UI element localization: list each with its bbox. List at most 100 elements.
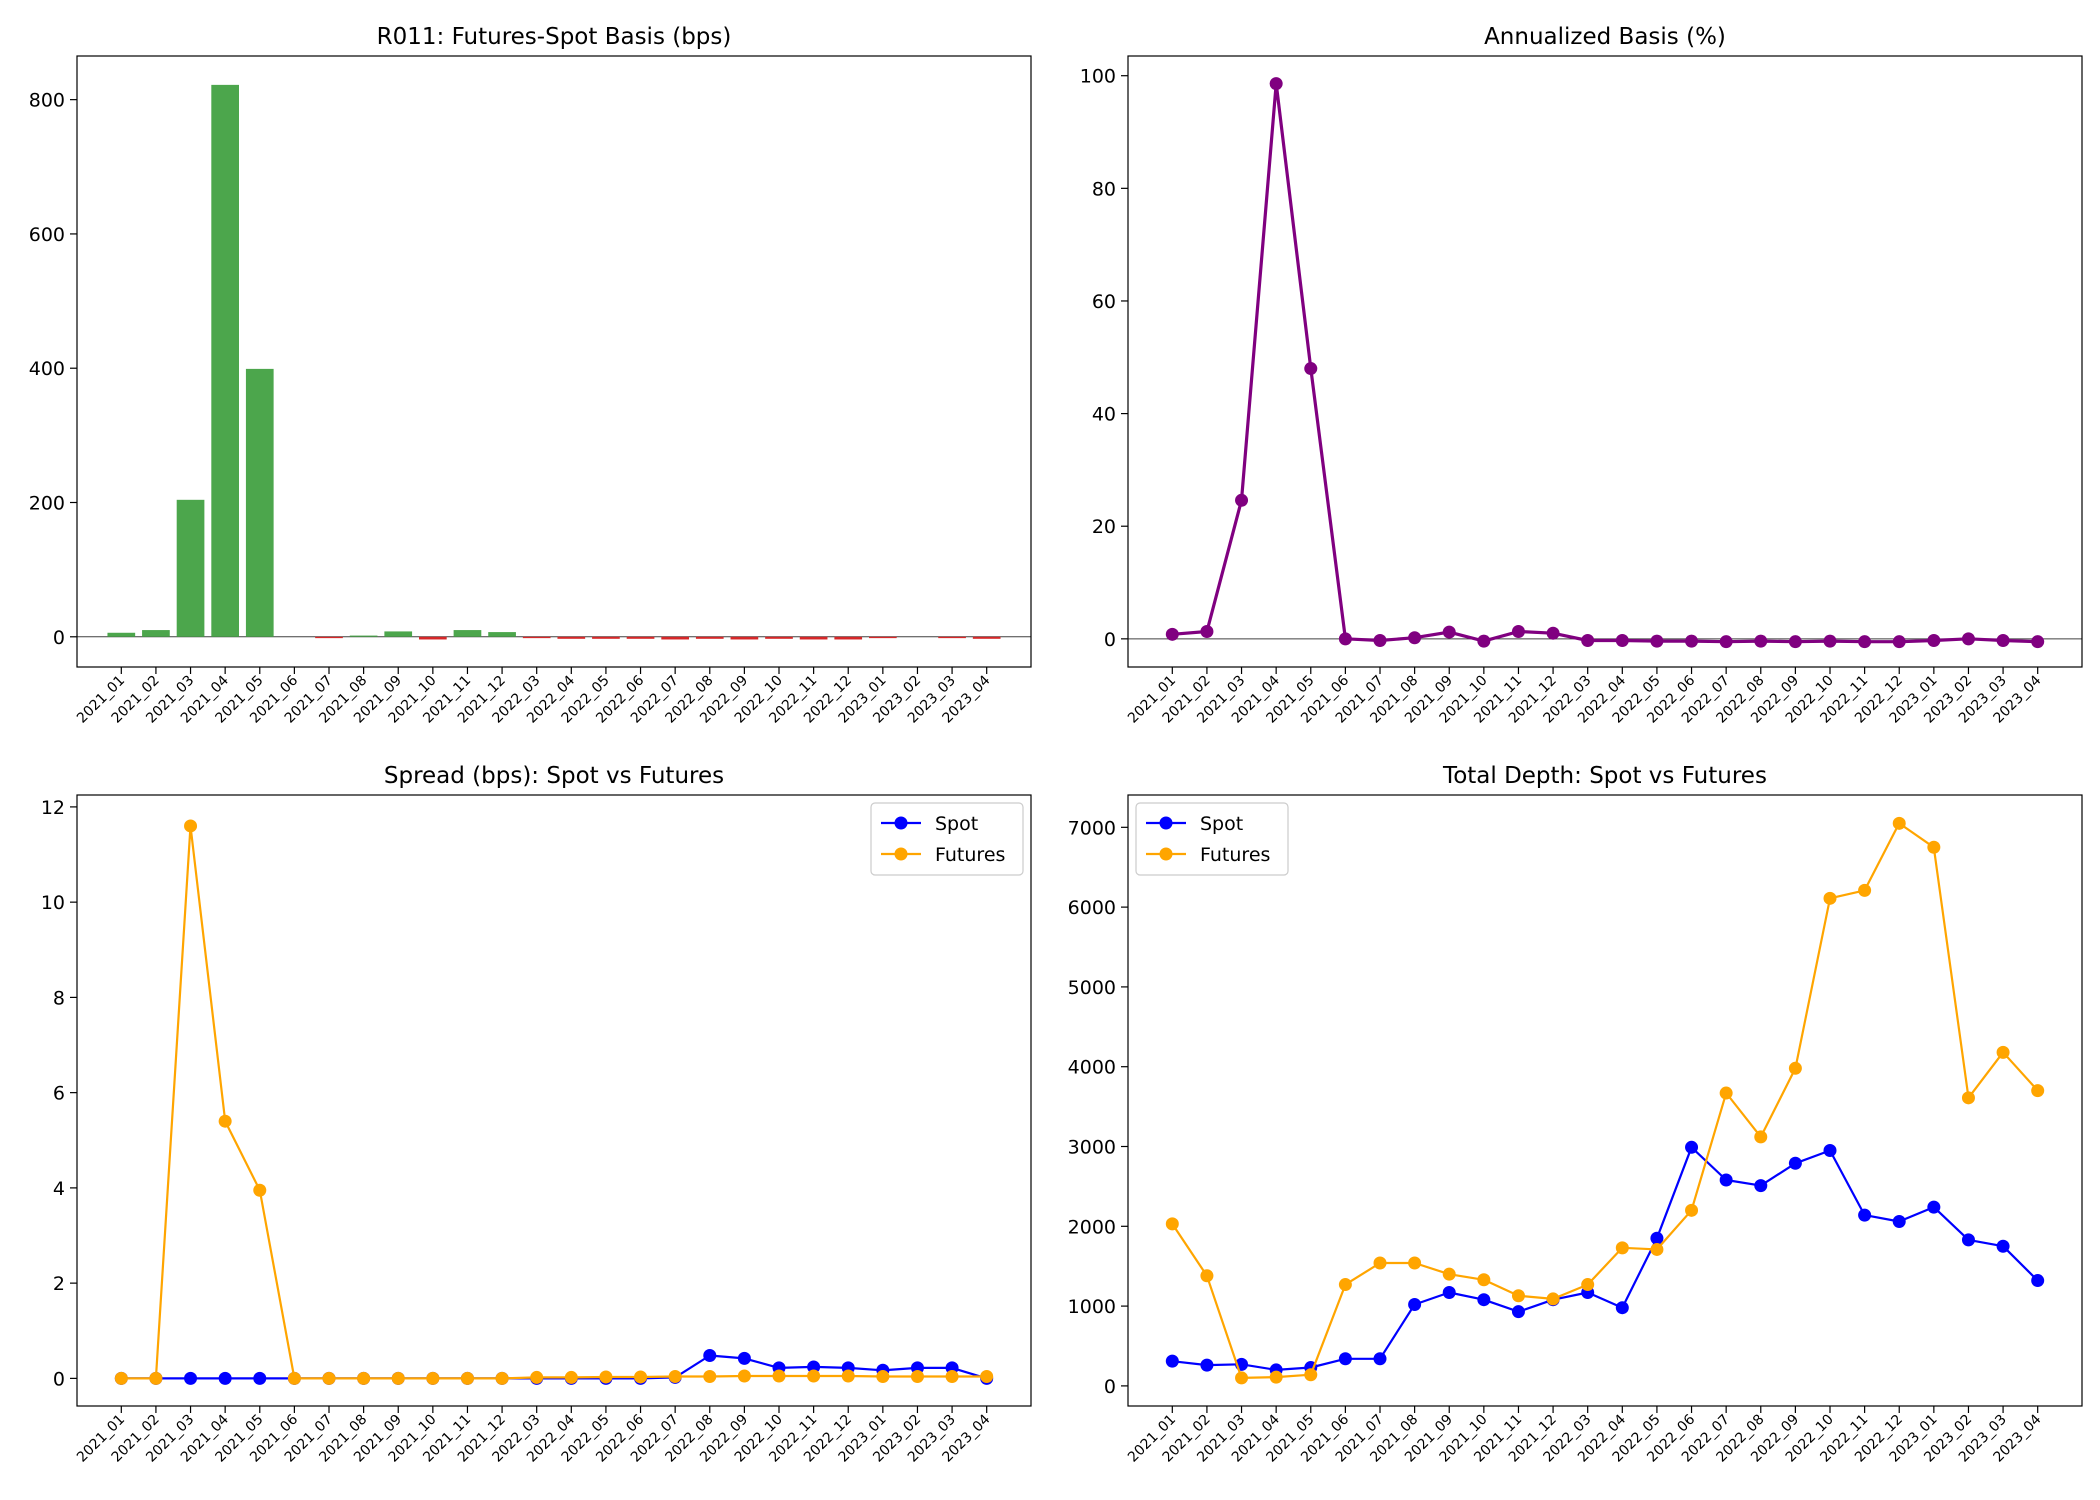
bar-2021_03 bbox=[176, 499, 205, 637]
point-futures-2021_05 bbox=[1304, 1368, 1318, 1382]
legend-marker-futures bbox=[1159, 847, 1173, 861]
bar-2021_01 bbox=[107, 632, 136, 637]
point-spot-2021_02 bbox=[1200, 1358, 1214, 1372]
bar-2021_04 bbox=[211, 84, 239, 637]
point-main-2022_06 bbox=[1685, 634, 1699, 648]
point-futures-2023_02 bbox=[1961, 1091, 1975, 1105]
point-main-2023_02 bbox=[1961, 632, 1975, 646]
legend-box bbox=[870, 802, 1024, 876]
y-tick-label: 5000 bbox=[1068, 977, 1116, 999]
point-futures-2022_09 bbox=[737, 1369, 751, 1383]
axes-frame bbox=[76, 794, 1032, 1407]
bar-2022_04 bbox=[557, 636, 586, 639]
point-spot-2022_11 bbox=[807, 1360, 821, 1374]
point-futures-2022_10 bbox=[1823, 891, 1837, 905]
axes-frame bbox=[1127, 794, 2083, 1407]
point-main-2023_03 bbox=[1996, 634, 2010, 648]
bar-2022_07 bbox=[661, 636, 689, 640]
point-futures-2022_09 bbox=[1788, 1061, 1802, 1075]
point-futures-2021_04 bbox=[218, 1114, 232, 1128]
legend-marker-futures bbox=[894, 847, 908, 861]
bar-2022_08 bbox=[695, 636, 724, 639]
legend-label-futures: Futures bbox=[1200, 844, 1270, 866]
point-spot-2021_08 bbox=[1408, 1297, 1422, 1311]
point-futures-2023_03 bbox=[1996, 1045, 2010, 1059]
y-tick-label: 2000 bbox=[1068, 1216, 1116, 1238]
point-futures-2022_08 bbox=[703, 1369, 717, 1383]
y-tick-label: 200 bbox=[29, 493, 65, 515]
legend-label-futures: Futures bbox=[935, 844, 1005, 866]
point-futures-2023_01 bbox=[876, 1369, 890, 1383]
point-main-2022_12 bbox=[1892, 635, 1906, 649]
point-futures-2021_10 bbox=[1477, 1273, 1491, 1287]
bar-2022_09 bbox=[730, 636, 759, 640]
y-tick-label: 12 bbox=[41, 797, 65, 819]
y-tick-label: 800 bbox=[29, 90, 65, 112]
bar-2023_03 bbox=[938, 636, 966, 639]
point-main-2021_01 bbox=[1165, 627, 1179, 641]
point-futures-2022_08 bbox=[1754, 1130, 1768, 1144]
point-futures-2022_10 bbox=[772, 1369, 786, 1383]
point-futures-2022_06 bbox=[634, 1370, 648, 1384]
point-futures-2021_09 bbox=[391, 1371, 405, 1385]
bar-2022_05 bbox=[592, 636, 620, 639]
point-main-2021_02 bbox=[1200, 625, 1214, 639]
point-futures-2021_05 bbox=[253, 1183, 267, 1197]
point-futures-2021_02 bbox=[149, 1371, 163, 1385]
point-futures-2023_04 bbox=[980, 1369, 994, 1383]
point-futures-2023_04 bbox=[2031, 1084, 2045, 1098]
legend-label-spot: Spot bbox=[1200, 813, 1243, 835]
point-futures-2021_11 bbox=[1511, 1289, 1525, 1303]
y-tick-label: 40 bbox=[1092, 404, 1116, 426]
legend: Spot Futures bbox=[870, 802, 1024, 876]
point-futures-2021_03 bbox=[1235, 1371, 1249, 1385]
bar-2022_11 bbox=[799, 636, 828, 640]
point-futures-2022_05 bbox=[599, 1370, 613, 1384]
point-spot-2022_10 bbox=[1823, 1143, 1837, 1157]
y-tick-label: 400 bbox=[29, 358, 65, 380]
y-tick-label: 7000 bbox=[1068, 817, 1116, 839]
y-tick-label: 60 bbox=[1092, 291, 1116, 313]
point-futures-2023_02 bbox=[910, 1369, 924, 1383]
bar-2021_05 bbox=[245, 368, 274, 637]
point-main-2022_09 bbox=[1788, 635, 1802, 649]
point-main-2021_07 bbox=[1373, 634, 1387, 648]
bar-2021_11 bbox=[453, 630, 482, 637]
point-futures-2021_12 bbox=[1546, 1292, 1560, 1306]
bar-2021_08 bbox=[349, 635, 378, 637]
bar-2021_09 bbox=[384, 631, 413, 637]
point-spot-2022_11 bbox=[1858, 1208, 1872, 1222]
point-spot-2023_03 bbox=[1996, 1239, 2010, 1253]
y-tick-label: 3000 bbox=[1068, 1137, 1116, 1159]
point-futures-2022_05 bbox=[1650, 1242, 1664, 1256]
y-tick-label: 0 bbox=[1104, 629, 1116, 651]
point-main-2022_03 bbox=[1581, 634, 1595, 648]
axes-frame bbox=[1127, 55, 2083, 668]
point-main-2022_10 bbox=[1823, 634, 1837, 648]
y-tick-label: 20 bbox=[1092, 516, 1116, 538]
point-main-2021_09 bbox=[1442, 625, 1456, 639]
point-spot-2022_12 bbox=[1892, 1215, 1906, 1229]
point-futures-2021_08 bbox=[1408, 1256, 1422, 1270]
point-futures-2021_11 bbox=[460, 1371, 474, 1385]
y-tick-label: 6000 bbox=[1068, 897, 1116, 919]
point-main-2023_04 bbox=[2031, 635, 2045, 649]
point-spot-2022_04 bbox=[1615, 1301, 1629, 1315]
point-spot-2021_05 bbox=[253, 1371, 267, 1385]
point-futures-2022_07 bbox=[668, 1369, 682, 1383]
point-spot-2021_11 bbox=[1511, 1305, 1525, 1319]
point-futures-2021_02 bbox=[1200, 1269, 1214, 1283]
point-futures-2021_08 bbox=[357, 1371, 371, 1385]
y-tick-label: 6 bbox=[53, 1083, 65, 1105]
y-tick-label: 0 bbox=[1104, 1376, 1116, 1398]
point-spot-2021_09 bbox=[1442, 1286, 1456, 1300]
point-main-2021_05 bbox=[1304, 362, 1318, 376]
y-tick-label: 100 bbox=[1080, 66, 1116, 88]
chart-title: Spread (bps): Spot vs Futures bbox=[384, 763, 724, 789]
point-spot-2021_04 bbox=[218, 1371, 232, 1385]
point-spot-2023_02 bbox=[1961, 1233, 1975, 1247]
point-spot-2021_01 bbox=[1165, 1354, 1179, 1368]
point-main-2022_05 bbox=[1650, 634, 1664, 648]
point-futures-2021_07 bbox=[322, 1371, 336, 1385]
point-futures-2022_03 bbox=[1581, 1278, 1595, 1292]
